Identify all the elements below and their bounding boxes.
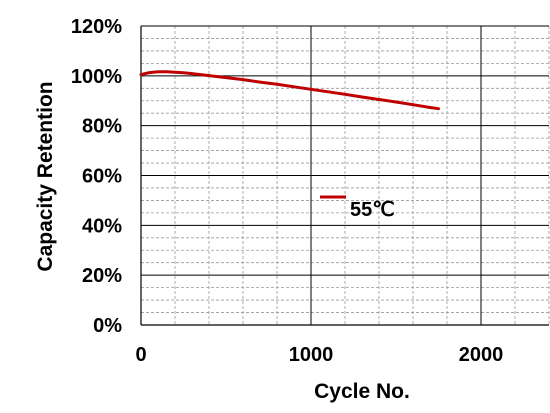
- y-axis-ticks: 0% 20% 40% 60% 80% 100% 120%: [71, 16, 122, 337]
- y-tick-label: 40%: [82, 215, 122, 237]
- y-tick-label: 100%: [71, 66, 122, 88]
- y-tick-label: 60%: [82, 166, 122, 188]
- series-line: [139, 70, 440, 111]
- legend: 55℃: [320, 195, 395, 221]
- x-tick-label: 1000: [289, 344, 334, 366]
- y-tick-label: 20%: [82, 265, 122, 287]
- x-axis-ticks: 0 1000 2000: [135, 344, 503, 366]
- x-axis-title: Cycle No.: [314, 380, 410, 403]
- y-tick-label: 120%: [71, 16, 122, 38]
- series-layer: [139, 70, 440, 111]
- x-tick-label: 0: [135, 344, 146, 366]
- y-tick-label: 80%: [82, 116, 122, 138]
- x-tick-label: 2000: [459, 344, 504, 366]
- major-grid: [140, 25, 549, 326]
- y-axis-title: Capacity Retention: [34, 81, 57, 271]
- legend-label: 55℃: [350, 199, 395, 221]
- y-tick-label: 0%: [93, 315, 122, 337]
